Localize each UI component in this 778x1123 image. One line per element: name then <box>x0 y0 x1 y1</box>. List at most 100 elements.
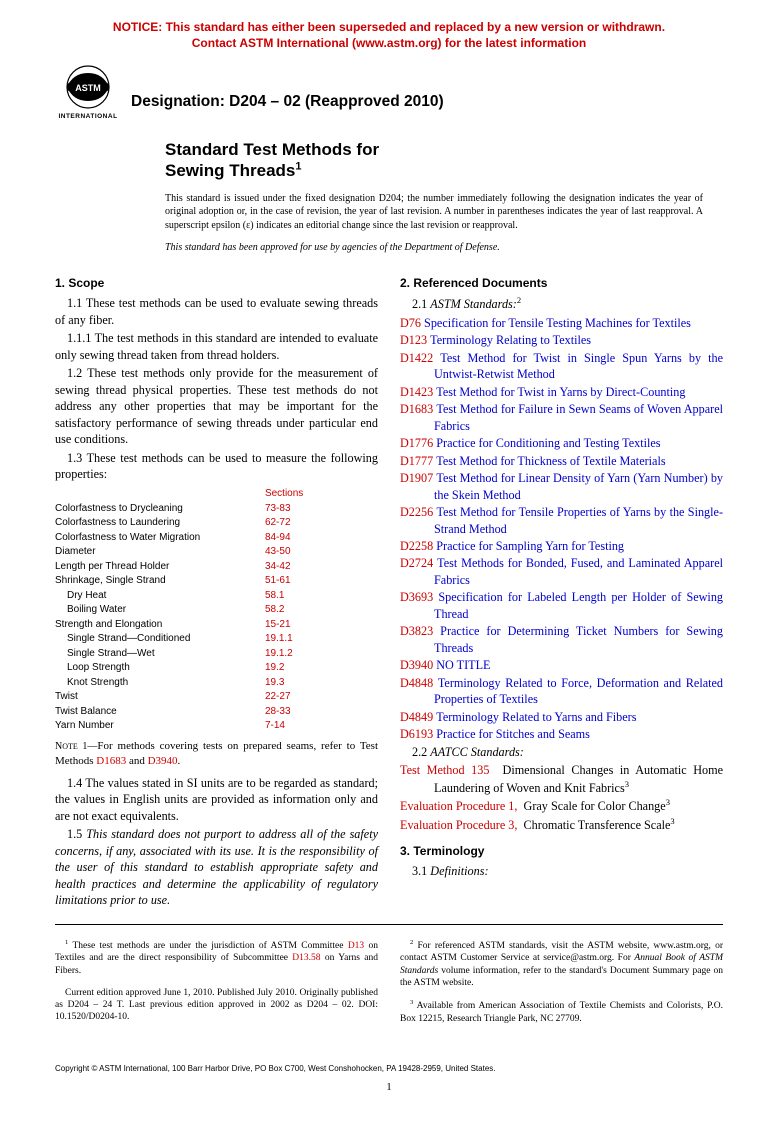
ref-code[interactable]: D3693 <box>400 590 433 604</box>
ref-item: D1907 Test Method for Linear Density of … <box>400 470 723 503</box>
property-name: Colorfastness to Drycleaning <box>55 501 265 516</box>
ref-title: Chromatic Transference Scale <box>524 818 671 832</box>
property-sections[interactable]: 58.2 <box>265 603 378 618</box>
ref-title[interactable]: Test Methods for Bonded, Fused, and Lami… <box>434 556 723 586</box>
notice-banner: NOTICE: This standard has either been su… <box>55 20 723 51</box>
ref-code[interactable]: D1776 <box>400 436 433 450</box>
ref-code[interactable]: Evaluation Procedure 3, <box>400 818 517 832</box>
ref-title[interactable]: Test Method for Twist in Single Spun Yar… <box>434 351 723 381</box>
para-3-1: 3.1 Definitions: <box>400 863 723 879</box>
ref-item: D76 Specification for Tensile Testing Ma… <box>400 315 723 331</box>
property-sections[interactable]: 28-33 <box>265 704 378 719</box>
ref-code[interactable]: D123 <box>400 333 427 347</box>
ref-code[interactable]: D2256 <box>400 505 433 519</box>
ref-code[interactable]: D2258 <box>400 539 433 553</box>
refdocs-heading: 2. Referenced Documents <box>400 275 723 291</box>
notice-line1: NOTICE: This standard has either been su… <box>113 20 665 34</box>
aatcc-num: 2.2 <box>412 745 430 759</box>
ref-title[interactable]: Terminology Related to Force, Deformatio… <box>434 676 723 706</box>
property-sections[interactable]: 19.1.2 <box>265 646 378 661</box>
ref-title[interactable]: Test Method for Failure in Sewn Seams of… <box>434 402 723 432</box>
footnote-1-edition: Current edition approved June 1, 2010. P… <box>55 987 378 1024</box>
note-link-d1683[interactable]: D1683 <box>96 755 126 767</box>
ref-title[interactable]: Test Method for Tensile Properties of Ya… <box>434 505 723 535</box>
ref-code[interactable]: Test Method 135 <box>400 763 489 777</box>
ref-code[interactable]: D2724 <box>400 556 433 570</box>
table-header-row: Sections <box>55 487 378 502</box>
fn3-text: Available from American Association of T… <box>400 1001 723 1023</box>
title-line2: Sewing Threads <box>165 161 295 180</box>
property-sections[interactable]: 51-61 <box>265 574 378 589</box>
property-name: Length per Thread Holder <box>55 559 265 574</box>
property-sections[interactable]: 19.3 <box>265 675 378 690</box>
property-sections[interactable]: 7-14 <box>265 719 378 734</box>
title-block: Standard Test Methods for Sewing Threads… <box>165 139 723 182</box>
ref-title[interactable]: Specification for Labeled Length per Hol… <box>434 590 723 620</box>
table-row: Single Strand—Wet19.1.2 <box>55 646 378 661</box>
property-sections[interactable]: 15-21 <box>265 617 378 632</box>
property-sections[interactable]: 84-94 <box>265 530 378 545</box>
property-name: Dry Heat <box>55 588 265 603</box>
ref-code[interactable]: D76 <box>400 316 421 330</box>
terminology-heading: 3. Terminology <box>400 843 723 859</box>
fn1-link-d1358[interactable]: D13.58 <box>292 953 320 963</box>
ref-footnote-sup: 3 <box>670 816 674 826</box>
notice-line2: Contact ASTM International (www.astm.org… <box>192 36 586 50</box>
ref-title[interactable]: Test Method for Twist in Yarns by Direct… <box>436 385 685 399</box>
property-sections[interactable]: 19.2 <box>265 661 378 676</box>
ref-code[interactable]: D1422 <box>400 351 433 365</box>
ref-code[interactable]: D4849 <box>400 710 433 724</box>
table-row: Diameter43-50 <box>55 545 378 560</box>
svg-text:INTERNATIONAL: INTERNATIONAL <box>58 113 117 120</box>
ref-title[interactable]: Specification for Tensile Testing Machin… <box>424 316 691 330</box>
ref-code[interactable]: D4848 <box>400 676 433 690</box>
note-link-d3940[interactable]: D3940 <box>148 755 178 767</box>
para-1-1-1: 1.1.1 The test methods in this standard … <box>55 330 378 363</box>
property-sections[interactable]: 22-27 <box>265 690 378 705</box>
fn1-link-d13[interactable]: D13 <box>348 941 364 951</box>
ref-title[interactable]: Practice for Stitches and Seams <box>436 727 590 741</box>
ref-code[interactable]: D3940 <box>400 658 433 672</box>
para-1-5: 1.5 This standard does not purport to ad… <box>55 826 378 908</box>
ref-code[interactable]: D1907 <box>400 471 433 485</box>
property-sections[interactable]: 34-42 <box>265 559 378 574</box>
ref-item: D4849 Terminology Related to Yarns and F… <box>400 709 723 725</box>
copyright-line: Copyright © ASTM International, 100 Barr… <box>55 1064 723 1073</box>
property-sections[interactable]: 19.1.1 <box>265 632 378 647</box>
table-row: Colorfastness to Water Migration84-94 <box>55 530 378 545</box>
label-text: ASTM Standards: <box>430 297 517 311</box>
ref-title[interactable]: Practice for Conditioning and Testing Te… <box>436 436 660 450</box>
property-sections[interactable]: 62-72 <box>265 516 378 531</box>
footnote-col-left: 1 These test methods are under the juris… <box>55 929 378 1034</box>
ref-title[interactable]: Practice for Sampling Yarn for Testing <box>436 539 624 553</box>
ref-code[interactable]: D1777 <box>400 454 433 468</box>
property-sections[interactable]: 43-50 <box>265 545 378 560</box>
property-name: Single Strand—Conditioned <box>55 632 265 647</box>
table-row: Yarn Number7-14 <box>55 719 378 734</box>
ref-code[interactable]: D6193 <box>400 727 433 741</box>
ref-title[interactable]: Test Method for Linear Density of Yarn (… <box>434 471 723 501</box>
ref-item: D3823 Practice for Determining Ticket Nu… <box>400 623 723 656</box>
label-num: 2.1 <box>412 297 430 311</box>
ref-item: D1422 Test Method for Twist in Single Sp… <box>400 350 723 383</box>
ref-title[interactable]: NO TITLE <box>436 658 490 672</box>
ref-title[interactable]: Practice for Determining Ticket Numbers … <box>434 624 723 654</box>
ref-title[interactable]: Terminology Related to Yarns and Fibers <box>436 710 636 724</box>
dod-approval: This standard has been approved for use … <box>165 242 723 253</box>
ref-item: D1423 Test Method for Twist in Yarns by … <box>400 384 723 400</box>
ref-code[interactable]: D1683 <box>400 402 433 416</box>
title-footnote-ref: 1 <box>295 161 301 173</box>
ref-title[interactable]: Test Method for Thickness of Textile Mat… <box>436 454 665 468</box>
ref-code[interactable]: D1423 <box>400 385 433 399</box>
ref-code[interactable]: Evaluation Procedure 1, <box>400 799 517 813</box>
table-row: Dry Heat58.1 <box>55 588 378 603</box>
property-sections[interactable]: 73-83 <box>265 501 378 516</box>
property-sections[interactable]: 58.1 <box>265 588 378 603</box>
ref-code[interactable]: D3823 <box>400 624 433 638</box>
property-name: Colorfastness to Water Migration <box>55 530 265 545</box>
ref-title[interactable]: Terminology Relating to Textiles <box>430 333 591 347</box>
properties-table: Sections Colorfastness to Drycleaning73-… <box>55 487 378 734</box>
scope-heading: 1. Scope <box>55 275 378 291</box>
right-column: 2. Referenced Documents 2.1 ASTM Standar… <box>400 271 723 910</box>
table-row: Twist Balance28-33 <box>55 704 378 719</box>
